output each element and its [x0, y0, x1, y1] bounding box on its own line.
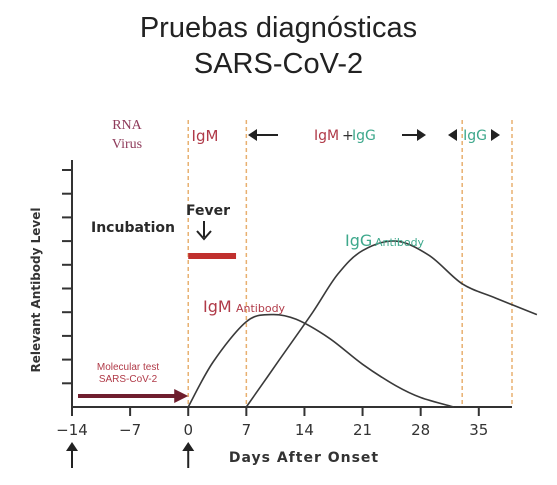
annotation-molecular-test-line1: Molecular test [97, 362, 159, 373]
bottom-up-arrow-icon-1 [182, 442, 195, 451]
annotation-molecular-test-line2: SARS-CoV-2 [99, 374, 158, 385]
phase-label-igg: IgG [463, 128, 487, 144]
phase-label-igm-igg-plus: + [342, 128, 354, 144]
phase-arrow-igg-right-head [491, 129, 500, 141]
y-axis-title: Relevant Antibody Level [29, 208, 43, 373]
chart-title: Pruebas diagnósticas SARS-CoV-2 [0, 10, 557, 82]
series-line-igg [245, 240, 538, 408]
annotation-fever: Fever [186, 203, 230, 219]
x-tick-label-3: 7 [242, 421, 252, 439]
molecular-test-arrow-head [174, 389, 189, 403]
phase-label-rna: RNA [112, 118, 142, 133]
series-label-igg-main: IgG [345, 231, 372, 250]
annotation-incubation: Incubation [91, 220, 175, 236]
phase-label-igm-igg-igg: IgG [352, 128, 376, 144]
series-label-igg-sub: Antibody [375, 236, 425, 249]
phase-arrow-igm-igg-right-head [417, 129, 426, 141]
bottom-up-arrow-icon-0 [66, 442, 78, 451]
fever-arrow-icon [196, 221, 212, 241]
series-label-igm-main: IgM [203, 297, 232, 316]
x-tick-label-7: 35 [469, 421, 488, 439]
x-tick-label-5: 21 [353, 421, 372, 439]
series-label-igm-sub: Antibody [236, 302, 286, 315]
phase-arrow-igm-igg-left-head [248, 129, 257, 141]
series-line-igm [187, 313, 455, 408]
x-tick-label-6: 28 [411, 421, 430, 439]
chart-title-line-2: SARS-CoV-2 [193, 48, 364, 80]
x-tick-label-2: 0 [183, 421, 193, 439]
phase-label-igm-igg-igm: IgM [314, 128, 339, 144]
phase-arrow-igg-left-head [448, 129, 457, 141]
x-axis-title: Days After Onset [229, 450, 379, 466]
chart-title-line-1: Pruebas diagnósticas [139, 12, 418, 44]
x-tick-label-1: −7 [119, 421, 141, 439]
x-tick-label-0: −14 [56, 421, 88, 439]
phase-label-igm: IgM [192, 127, 219, 145]
phase-label-virus: Virus [112, 137, 142, 152]
x-tick-label-4: 14 [295, 421, 314, 439]
